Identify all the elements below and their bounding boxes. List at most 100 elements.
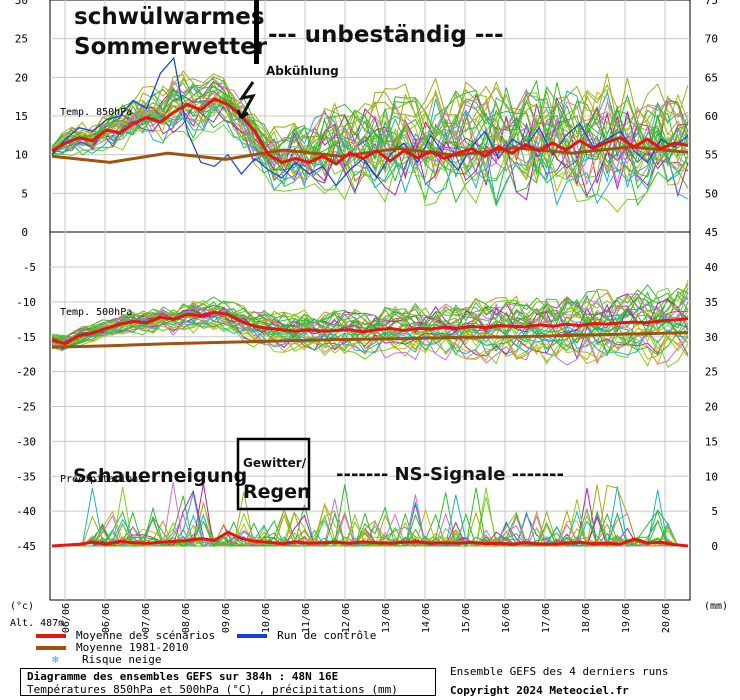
altitude-label: Alt. 487m <box>10 618 64 629</box>
y-tick-850: 30 <box>15 0 28 7</box>
panel-label-850: Temp. 850hPa <box>60 107 132 118</box>
y-right-tick-850: 75 <box>705 0 718 7</box>
y-right-tick-850: 70 <box>705 33 718 46</box>
y-tick-850: 10 <box>15 149 28 162</box>
legend-swatch-climate <box>36 646 66 650</box>
lightning-icon <box>236 81 256 120</box>
x-tick-date: 20/06 <box>661 603 672 633</box>
member-line-850 <box>51 82 689 165</box>
y-right-tick-850: 45 <box>705 226 718 239</box>
y-tick-500: -5 <box>23 261 36 274</box>
y-tick-500: -15 <box>16 331 36 344</box>
footer-runs: Ensemble GEFS des 4 derniers runs <box>450 665 669 678</box>
annotation-regen: Regen <box>243 481 311 503</box>
x-tick-date: 08/06 <box>181 603 192 633</box>
legend-swatch-control <box>237 634 268 638</box>
y-tick-500: -30 <box>16 435 36 448</box>
member-line-500 <box>51 319 689 356</box>
x-tick-date: 19/06 <box>621 603 632 633</box>
legend-swatch-mean <box>36 634 66 638</box>
x-tick-date: 06/06 <box>101 603 112 633</box>
y-right-tick-850: 50 <box>705 187 718 200</box>
mean-line-precip <box>51 530 689 548</box>
x-tick-date: 14/06 <box>421 603 432 633</box>
footer-copyright: Copyright 2024 Meteociel.fr <box>450 684 629 697</box>
x-tick-date: 13/06 <box>381 603 392 633</box>
x-tick-date: 10/06 <box>261 603 272 633</box>
x-tick-date: 11/06 <box>301 603 312 633</box>
member-line-precip <box>52 507 688 547</box>
footer-title: Diagramme des ensembles GEFS sur 384h : … <box>27 670 339 683</box>
mean-line-850 <box>51 97 689 166</box>
y-right-tick-500: 40 <box>705 261 718 274</box>
member-line-850 <box>51 86 689 174</box>
annotation-unbestaendig: --- unbeständig --- <box>268 22 504 48</box>
annotation-ns-signale: ------- NS-Signale ------- <box>336 464 564 485</box>
x-tick-date: 09/06 <box>221 603 232 633</box>
y-right-tick-500: 35 <box>705 296 718 309</box>
member-line-850 <box>51 73 689 155</box>
member-line-500 <box>51 315 689 359</box>
member-line-850 <box>51 102 689 207</box>
legend: Moyenne des scénarios Run de contrôle Moy… <box>36 630 376 666</box>
annotation-abkuehlung: Abkühlung <box>266 64 339 78</box>
member-line-500 <box>51 307 689 345</box>
panel-label-precip: Précipitations <box>60 473 144 485</box>
y-right-tick-500: 15 <box>705 435 718 448</box>
x-tick-date: 18/06 <box>581 603 592 633</box>
footer-subtitle: Températures 850hPa et 500hPa (°C) , pré… <box>27 683 398 696</box>
y-right-tick-850: 55 <box>705 149 718 162</box>
y-right-tick-500: 20 <box>705 401 718 414</box>
y-right-tick-850: 60 <box>705 110 718 123</box>
member-line-850 <box>51 123 689 213</box>
panel-label-500: Temp. 500hPa <box>60 307 132 318</box>
x-tick-date: 07/06 <box>141 603 152 633</box>
footer-box: Diagramme des ensembles GEFS sur 384h : … <box>20 668 436 696</box>
control-line-850 <box>51 56 689 187</box>
member-line-500 <box>51 312 689 348</box>
y-tick-850: 5 <box>21 187 28 200</box>
y-tick-850: 20 <box>15 71 28 84</box>
x-tick-date: 15/06 <box>461 603 472 633</box>
member-line-850 <box>51 75 689 156</box>
y-tick-850: 0 <box>21 226 28 239</box>
climate-line-850 <box>51 145 689 164</box>
y-tick-500: -45 <box>16 540 36 553</box>
member-line-850 <box>51 74 689 152</box>
member-line-500 <box>51 279 689 340</box>
y-tick-500: -10 <box>16 296 36 309</box>
member-line-850 <box>51 103 689 183</box>
member-line-500 <box>51 319 689 366</box>
mean-line-500 <box>51 310 689 346</box>
y-tick-850: 25 <box>15 33 28 46</box>
legend-climate: Moyenne 1981-2010 <box>76 641 189 654</box>
units-left: (°c) <box>10 601 34 612</box>
y-right-tick-500: 5 <box>711 505 718 518</box>
annotation-schauerneigung: Schauerneigung <box>73 465 247 487</box>
member-line-850 <box>51 77 689 150</box>
x-tick-date: 12/06 <box>341 603 352 633</box>
x-tick-date: 16/06 <box>501 603 512 633</box>
legend-mean: Moyenne des scénarios <box>76 629 216 642</box>
annotation-box <box>236 437 311 511</box>
y-right-tick-500: 25 <box>705 366 718 379</box>
member-line-500 <box>51 296 689 343</box>
y-right-tick-500: 10 <box>705 470 718 483</box>
climate-line-500 <box>51 331 689 349</box>
units-right: (mm) <box>704 601 728 612</box>
y-tick-500: -25 <box>16 401 36 414</box>
y-right-tick-850: 65 <box>705 71 718 84</box>
panel-500-frame <box>49 231 691 601</box>
footer-right: Ensemble GEFS des 4 derniers runs Copyri… <box>450 665 669 697</box>
legend-snow: Risque neige <box>82 653 162 666</box>
member-line-850 <box>51 70 689 148</box>
x-tick-date: 06/06 <box>61 603 72 633</box>
y-tick-850: 15 <box>15 110 28 123</box>
annotation-sommerwetter: Sommerwetter <box>74 34 268 60</box>
member-line-850 <box>51 81 689 149</box>
y-tick-500: -20 <box>16 366 36 379</box>
legend-control: Run de contrôle <box>277 629 377 642</box>
annotation-schwuelwarmes: schwülwarmes <box>74 4 265 30</box>
x-tick-date: 17/06 <box>541 603 552 633</box>
